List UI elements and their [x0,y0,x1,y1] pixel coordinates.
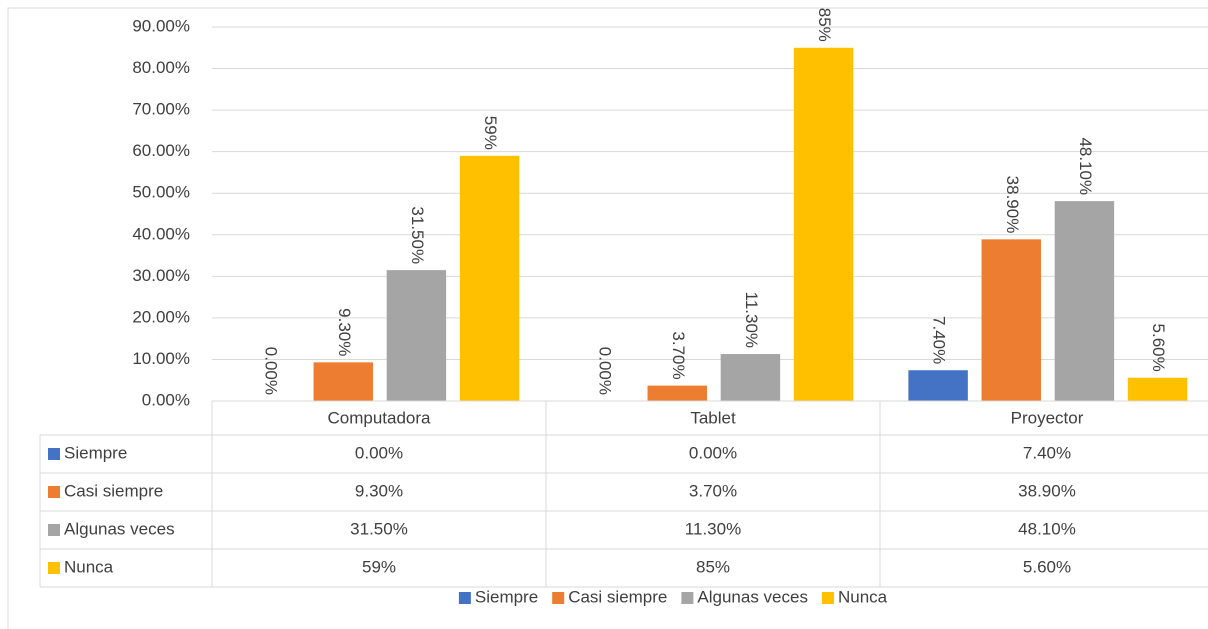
legend-key [821,592,834,604]
y-tick-label: 60.00% [132,141,190,160]
data-label: 0.00% [596,347,615,395]
table-cell: 0.00% [689,443,737,462]
bar [908,370,968,401]
legend-label: Algunas veces [697,587,808,606]
bar [1054,201,1115,401]
table-cell: 85% [696,557,730,576]
y-tick-label: 0.00% [142,390,190,409]
bar [793,47,854,402]
x-tick-label: Computadora [327,408,431,427]
table-legend-key [48,562,60,574]
data-label: 59% [481,116,500,150]
bar [720,354,781,401]
x-tick-label: Tablet [690,408,736,427]
chart-frame [7,7,1208,629]
bar [981,239,1041,401]
data-label: 38.90% [1003,176,1022,234]
data-label: 31.50% [408,206,427,264]
table-cell: 5.60% [1023,557,1071,576]
table-legend-key [48,524,60,536]
legend-key [552,592,565,604]
y-tick-label: 50.00% [132,183,190,202]
table-cell: 38.90% [1018,481,1076,500]
data-label: 85% [815,8,834,42]
data-label: 0.00% [262,347,281,395]
legend-key [458,592,471,604]
y-tick-label: 90.00% [132,16,190,35]
table-row-label: Algunas veces [64,519,175,538]
legend-label: Nunca [838,587,888,606]
table-cell: 9.30% [355,481,403,500]
y-tick-label: 10.00% [132,349,190,368]
data-label: 5.60% [1149,324,1168,372]
bar [459,155,520,401]
bar [313,362,373,401]
data-label: 9.30% [335,308,354,356]
table-legend-key [48,486,60,498]
data-label: 48.10% [1076,137,1095,195]
y-tick-label: 80.00% [132,58,190,77]
y-tick-label: 40.00% [132,224,190,243]
table-cell: 59% [362,557,396,576]
table-cell: 0.00% [355,443,403,462]
data-label: 3.70% [669,331,688,379]
data-label: 11.30% [742,292,761,348]
data-label: 7.40% [930,316,949,364]
legend-key [681,592,694,604]
y-tick-label: 20.00% [132,307,190,326]
table-cell: 11.30% [685,519,741,538]
table-cell: 31.50% [350,519,408,538]
table-row-label: Nunca [64,557,114,576]
bar [1127,377,1188,401]
y-tick-label: 30.00% [132,266,190,285]
table-cell: 3.70% [689,481,737,500]
table-legend-key [48,448,60,460]
table-row-label: Siempre [64,443,127,462]
table-row-label: Casi siempre [64,481,163,500]
y-tick-label: 70.00% [132,100,190,119]
bar [647,385,707,401]
table-cell: 48.10% [1018,519,1076,538]
bar [386,270,447,401]
legend-label: Casi siempre [568,587,667,606]
table-cell: 7.40% [1023,443,1071,462]
legend-label: Siempre [475,587,538,606]
x-tick-label: Proyector [1011,408,1084,427]
